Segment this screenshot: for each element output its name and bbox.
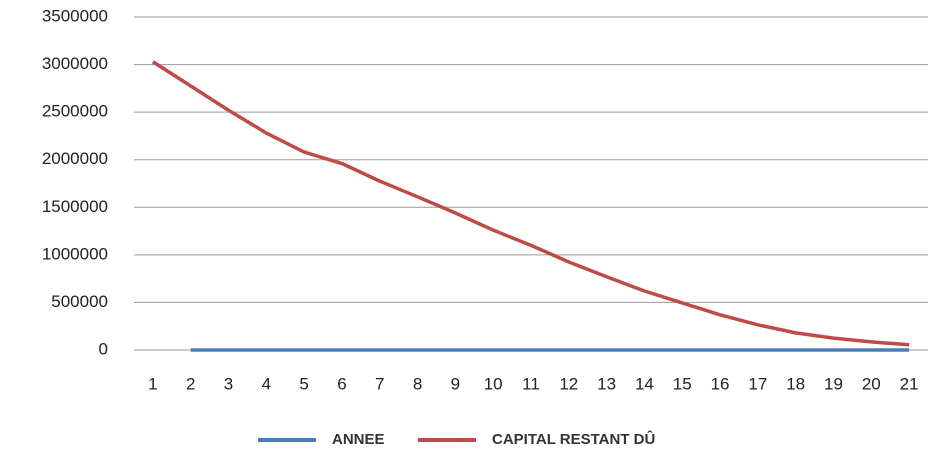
x-tick-label: 16 [711,374,730,393]
x-tick-label: 15 [673,374,692,393]
x-tick-label: 6 [337,374,346,393]
x-tick-label: 1 [148,374,157,393]
x-tick-label: 12 [559,374,578,393]
data-line [151,60,910,347]
x-tick-label: 11 [522,374,540,393]
x-tick-label: 17 [748,374,767,393]
y-tick-label: 1500000 [42,197,108,216]
y-tick-label: 2500000 [42,102,108,121]
x-tick-label: 9 [451,374,460,393]
y-tick-label: 3000000 [42,54,108,73]
x-tick-label: 18 [786,374,805,393]
x-tick-label: 14 [635,374,654,393]
x-tick-label: 20 [862,374,881,393]
y-tick-label: 500000 [51,292,108,311]
x-tick-label: 4 [262,374,271,393]
x-tick-label: 3 [224,374,233,393]
x-tick-label: 7 [375,374,384,393]
legend-label: ANNEE [332,431,385,448]
x-tick-label: 2 [186,374,195,393]
y-tick-label: 3500000 [42,6,108,25]
y-tick-label: 0 [99,339,108,358]
y-tick-label: 1000000 [42,244,108,263]
x-tick-label: 8 [413,374,422,393]
x-tick-label: 5 [299,374,308,393]
x-tick-label: 13 [597,374,616,393]
y-tick-label: 2000000 [42,149,108,168]
x-tick-label: 21 [900,374,919,393]
x-tick-label: 10 [484,374,503,393]
x-tick-label: 19 [824,374,843,393]
legend-label: CAPITAL RESTANT DÛ [492,430,655,448]
